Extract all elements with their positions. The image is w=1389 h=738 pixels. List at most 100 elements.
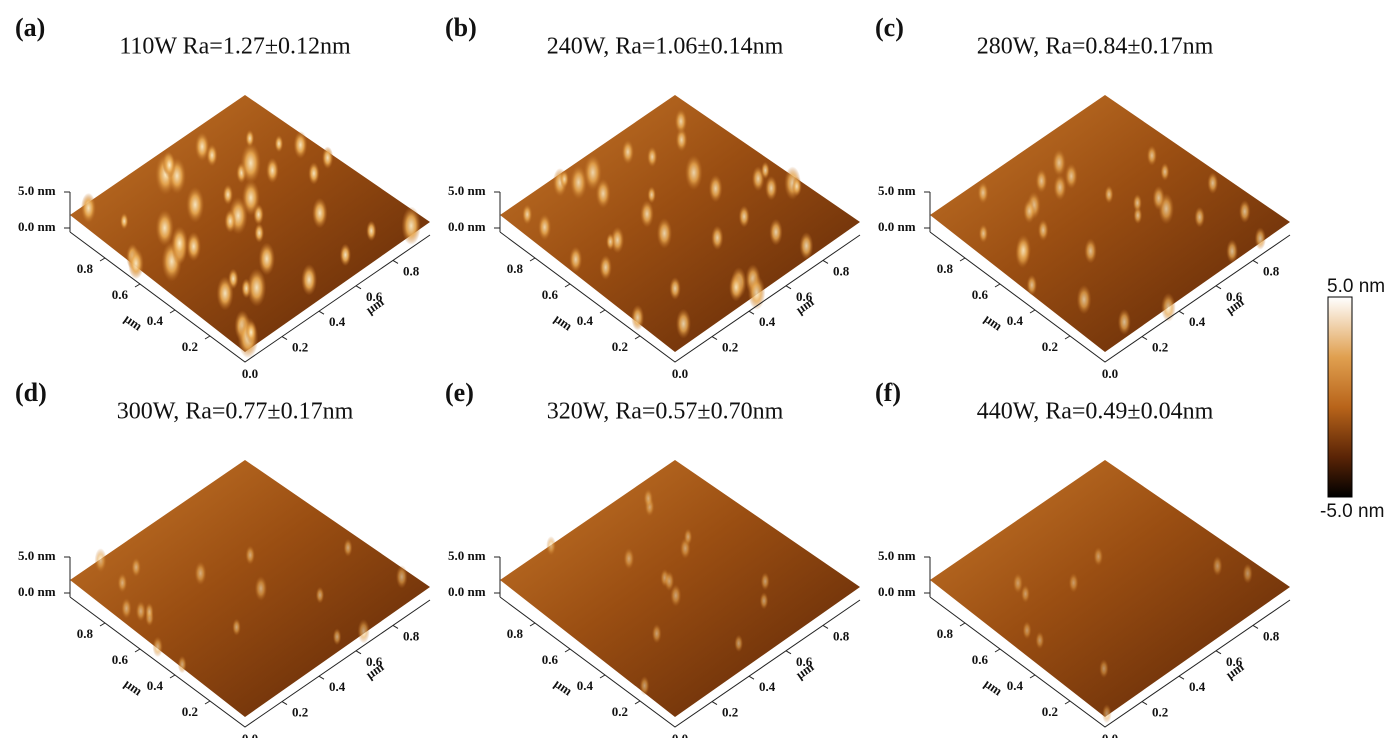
surface-peak (675, 308, 692, 339)
surface-peak (708, 174, 723, 203)
z-tick-label: 5.0 nm (448, 183, 486, 198)
y-tick-label: 0.8 (403, 628, 420, 643)
surface-peak (559, 170, 569, 189)
x-tick-label: 0.4 (147, 313, 164, 328)
x-tick-label: 0.8 (937, 626, 954, 641)
y-tick (355, 650, 362, 655)
y-tick-label: 0.2 (292, 705, 308, 720)
surface-peak (670, 584, 682, 607)
x-tick (564, 648, 571, 653)
z-tick-label: 5.0 nm (448, 548, 486, 563)
y-tick (1178, 675, 1185, 680)
surface-peak (301, 263, 318, 296)
surface-peak (1152, 185, 1165, 211)
surface-peak (1194, 206, 1205, 228)
surface-peak (357, 618, 370, 644)
y-tick (355, 285, 362, 290)
x-tick (529, 257, 536, 262)
x-tick (134, 283, 141, 288)
y-tick-label: 0.6 (796, 289, 813, 304)
x-tick (599, 674, 606, 679)
surface-peak (1068, 572, 1079, 593)
surface-peak (254, 223, 265, 243)
x-tick-label: 0.6 (542, 652, 559, 667)
x-tick (1064, 700, 1071, 705)
surface-peak (583, 154, 602, 191)
x-tick-label: 0.8 (77, 626, 94, 641)
surface-peak (1064, 163, 1078, 190)
surface (70, 460, 430, 717)
surface-peak (1093, 546, 1104, 567)
x-tick (204, 335, 211, 340)
surface-peak (1161, 292, 1176, 322)
origin-label: 0.0 (672, 366, 688, 381)
surface-peak (186, 186, 205, 223)
surface-peak (646, 146, 658, 168)
surface-peak (640, 200, 654, 228)
x-tick-label: 0.8 (77, 261, 94, 276)
surface-peak (1084, 238, 1097, 264)
surface-peak (171, 226, 189, 261)
surface-peak (569, 165, 588, 200)
x-tick-label: 0.2 (1042, 339, 1058, 354)
surface-peak (194, 561, 207, 586)
y-tick-label: 0.4 (759, 679, 776, 694)
surface-peak (1160, 162, 1170, 181)
surface-peak (293, 130, 308, 159)
surface-peak (977, 181, 989, 204)
x-tick-label: 0.2 (182, 339, 198, 354)
surface-peak (610, 226, 625, 254)
surface-peak (177, 655, 187, 674)
x-unit: µm (552, 676, 576, 699)
axis-line (69, 596, 431, 728)
surface-peak (155, 209, 174, 247)
z-tick-label: 5.0 nm (18, 183, 56, 198)
y-tick (711, 701, 718, 706)
surface-peak (656, 217, 673, 249)
y-tick-label: 0.8 (833, 263, 850, 278)
x-tick (99, 257, 106, 262)
y-tick-label: 0.8 (1263, 628, 1280, 643)
z-tick-label: 0.0 nm (878, 219, 916, 234)
surface-peak (1015, 234, 1032, 266)
surface-peak (621, 139, 635, 165)
surface-peak (232, 618, 241, 636)
surface-peak (683, 528, 693, 546)
origin-label: 0.0 (242, 366, 258, 381)
surface-peak (639, 675, 650, 696)
y-tick (1215, 650, 1222, 655)
surface-peak (791, 176, 802, 197)
surface-peak (1012, 572, 1024, 594)
x-tick-label: 0.6 (112, 652, 129, 667)
surface-peak (247, 268, 267, 307)
y-tick-label: 0.2 (1152, 340, 1168, 355)
surface-peak (1099, 659, 1109, 679)
surface-peak (765, 175, 778, 201)
axis-line (69, 231, 431, 363)
surface-peak (254, 575, 268, 601)
axis-line (929, 231, 1291, 363)
origin-label: 0.0 (242, 731, 258, 738)
y-tick (281, 336, 288, 341)
surface-peak (595, 178, 611, 209)
y-tick (318, 675, 325, 680)
x-tick-label: 0.4 (577, 678, 594, 693)
surface-peak (274, 134, 284, 153)
y-tick-label: 0.8 (403, 263, 420, 278)
axis-line (499, 231, 861, 363)
z-tick-label: 0.0 nm (18, 219, 56, 234)
x-tick (134, 648, 141, 653)
x-tick (599, 309, 606, 314)
y-tick (822, 259, 829, 264)
surface-peak (1076, 284, 1092, 315)
surface-peak (1117, 308, 1131, 336)
y-tick (1215, 285, 1222, 290)
surface-peak (266, 157, 279, 184)
axis-line (929, 596, 1291, 728)
y-tick (711, 336, 718, 341)
surface-peak (216, 276, 234, 311)
x-tick (634, 335, 641, 340)
surface-peak (546, 536, 557, 556)
surface-peak (186, 231, 202, 262)
